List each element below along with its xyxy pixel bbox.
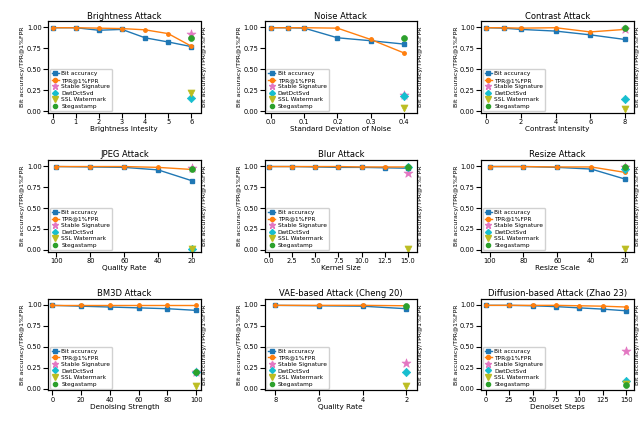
Title: Diffusion-based Attack (Zhao 23): Diffusion-based Attack (Zhao 23) [488, 289, 627, 298]
X-axis label: Denoiset Steps: Denoiset Steps [530, 404, 585, 410]
Point [186, 30, 196, 37]
Y-axis label: Bit accuracy/TPR@1%FPR: Bit accuracy/TPR@1%FPR [419, 166, 424, 246]
Point [403, 163, 413, 170]
Point [191, 383, 202, 390]
Point [399, 92, 409, 99]
Point [191, 369, 202, 376]
Point [621, 382, 631, 389]
Point [186, 95, 196, 102]
X-axis label: Denoising Strength: Denoising Strength [90, 404, 159, 410]
Title: Contrast Attack: Contrast Attack [525, 12, 590, 21]
Y-axis label: Bit accuracy/TPR@1%FPR: Bit accuracy/TPR@1%FPR [237, 166, 242, 246]
X-axis label: Quality Rate: Quality Rate [102, 265, 147, 271]
Y-axis label: Bit accuracy/TPR@1%FPR: Bit accuracy/TPR@1%FPR [202, 27, 207, 107]
Point [399, 34, 409, 41]
Point [621, 347, 631, 354]
X-axis label: Resize Scale: Resize Scale [535, 265, 580, 271]
Y-axis label: Bit accuracy/TPR@1%FPR: Bit accuracy/TPR@1%FPR [20, 27, 26, 107]
Legend: Bit accuracy, TPR@1%FPR, Stable Signature, DwtDctSvd, SSL Watermark, Stegastamp: Bit accuracy, TPR@1%FPR, Stable Signatur… [50, 69, 112, 111]
Point [620, 246, 630, 253]
Legend: Bit accuracy, TPR@1%FPR, Stable Signature, DwtDctSvd, SSL Watermark, Stegastamp: Bit accuracy, TPR@1%FPR, Stable Signatur… [266, 347, 329, 389]
Legend: Bit accuracy, TPR@1%FPR, Stable Signature, DwtDctSvd, SSL Watermark, Stegastamp: Bit accuracy, TPR@1%FPR, Stable Signatur… [483, 208, 545, 250]
X-axis label: Standard Deviation of Noise: Standard Deviation of Noise [290, 127, 392, 133]
Point [403, 170, 413, 177]
Y-axis label: Bit accuracy/TPR@1%FPR: Bit accuracy/TPR@1%FPR [202, 166, 207, 246]
Legend: Bit accuracy, TPR@1%FPR, Stable Signature, DwtDctSvd, SSL Watermark, Stegastamp: Bit accuracy, TPR@1%FPR, Stable Signatur… [50, 208, 112, 250]
X-axis label: Kernel Size: Kernel Size [321, 265, 361, 271]
Point [620, 164, 630, 171]
Point [403, 163, 413, 170]
Y-axis label: Bit accuracy/TPR@1%FPR: Bit accuracy/TPR@1%FPR [237, 305, 242, 385]
Point [191, 369, 202, 376]
Y-axis label: Bit accuracy/TPR@1%FPR: Bit accuracy/TPR@1%FPR [454, 305, 459, 385]
Title: BM3D Attack: BM3D Attack [97, 289, 152, 298]
Point [187, 166, 197, 172]
Point [620, 26, 630, 33]
Point [621, 380, 631, 387]
Y-axis label: Bit accuracy/TPR@1%FPR: Bit accuracy/TPR@1%FPR [419, 27, 424, 107]
Point [621, 378, 631, 385]
Legend: Bit accuracy, TPR@1%FPR, Stable Signature, DwtDctSvd, SSL Watermark, Stegastamp: Bit accuracy, TPR@1%FPR, Stable Signatur… [483, 347, 545, 389]
Y-axis label: Bit accuracy/TPR@1%FPR: Bit accuracy/TPR@1%FPR [202, 305, 207, 385]
Point [399, 104, 409, 111]
Point [191, 369, 202, 376]
Legend: Bit accuracy, TPR@1%FPR, Stable Signature, DwtDctSvd, SSL Watermark, Stegastamp: Bit accuracy, TPR@1%FPR, Stable Signatur… [483, 69, 545, 111]
Point [620, 165, 630, 172]
Point [401, 360, 412, 367]
X-axis label: Brightness Intesity: Brightness Intesity [90, 127, 158, 133]
Y-axis label: Bit accuracy/TPR@1%FPR: Bit accuracy/TPR@1%FPR [20, 166, 26, 246]
Point [620, 96, 630, 103]
Legend: Bit accuracy, TPR@1%FPR, Stable Signature, DwtDctSvd, SSL Watermark, Stegastamp: Bit accuracy, TPR@1%FPR, Stable Signatur… [266, 69, 329, 111]
Point [186, 90, 196, 97]
Y-axis label: Bit accuracy/TPR@1%FPR: Bit accuracy/TPR@1%FPR [454, 166, 459, 246]
Point [187, 246, 197, 253]
Point [401, 383, 412, 390]
Point [620, 163, 630, 170]
Y-axis label: Bit accuracy/TPR@1%FPR: Bit accuracy/TPR@1%FPR [237, 27, 242, 107]
Title: VAE-based Attack (Cheng 20): VAE-based Attack (Cheng 20) [279, 289, 403, 298]
Title: JPEG Attack: JPEG Attack [100, 151, 148, 160]
Point [401, 303, 412, 310]
Point [187, 246, 197, 253]
Point [403, 246, 413, 253]
X-axis label: Contrast Intensity: Contrast Intensity [525, 127, 589, 133]
Y-axis label: Bit accuracy/TPR@1%FPR: Bit accuracy/TPR@1%FPR [635, 166, 640, 246]
Point [186, 35, 196, 42]
Title: Brightness Attack: Brightness Attack [87, 12, 161, 21]
Point [620, 105, 630, 112]
Y-axis label: Bit accuracy/TPR@1%FPR: Bit accuracy/TPR@1%FPR [419, 305, 424, 385]
Y-axis label: Bit accuracy/TPR@1%FPR: Bit accuracy/TPR@1%FPR [635, 27, 640, 107]
Y-axis label: Bit accuracy/TPR@1%FPR: Bit accuracy/TPR@1%FPR [635, 305, 640, 385]
Y-axis label: Bit accuracy/TPR@1%FPR: Bit accuracy/TPR@1%FPR [20, 305, 26, 385]
X-axis label: Quality Rate: Quality Rate [319, 404, 363, 410]
Title: Blur Attack: Blur Attack [317, 151, 364, 160]
Legend: Bit accuracy, TPR@1%FPR, Stable Signature, DwtDctSvd, SSL Watermark, Stegastamp: Bit accuracy, TPR@1%FPR, Stable Signatur… [50, 347, 112, 389]
Point [187, 164, 197, 171]
Title: Resize Attack: Resize Attack [529, 151, 586, 160]
Y-axis label: Bit accuracy/TPR@1%FPR: Bit accuracy/TPR@1%FPR [454, 27, 459, 107]
Legend: Bit accuracy, TPR@1%FPR, Stable Signature, DwtDctSvd, SSL Watermark, Stegastamp: Bit accuracy, TPR@1%FPR, Stable Signatur… [266, 208, 329, 250]
Point [399, 91, 409, 98]
Point [401, 369, 412, 376]
Title: Noise Attack: Noise Attack [314, 12, 367, 21]
Point [620, 25, 630, 32]
